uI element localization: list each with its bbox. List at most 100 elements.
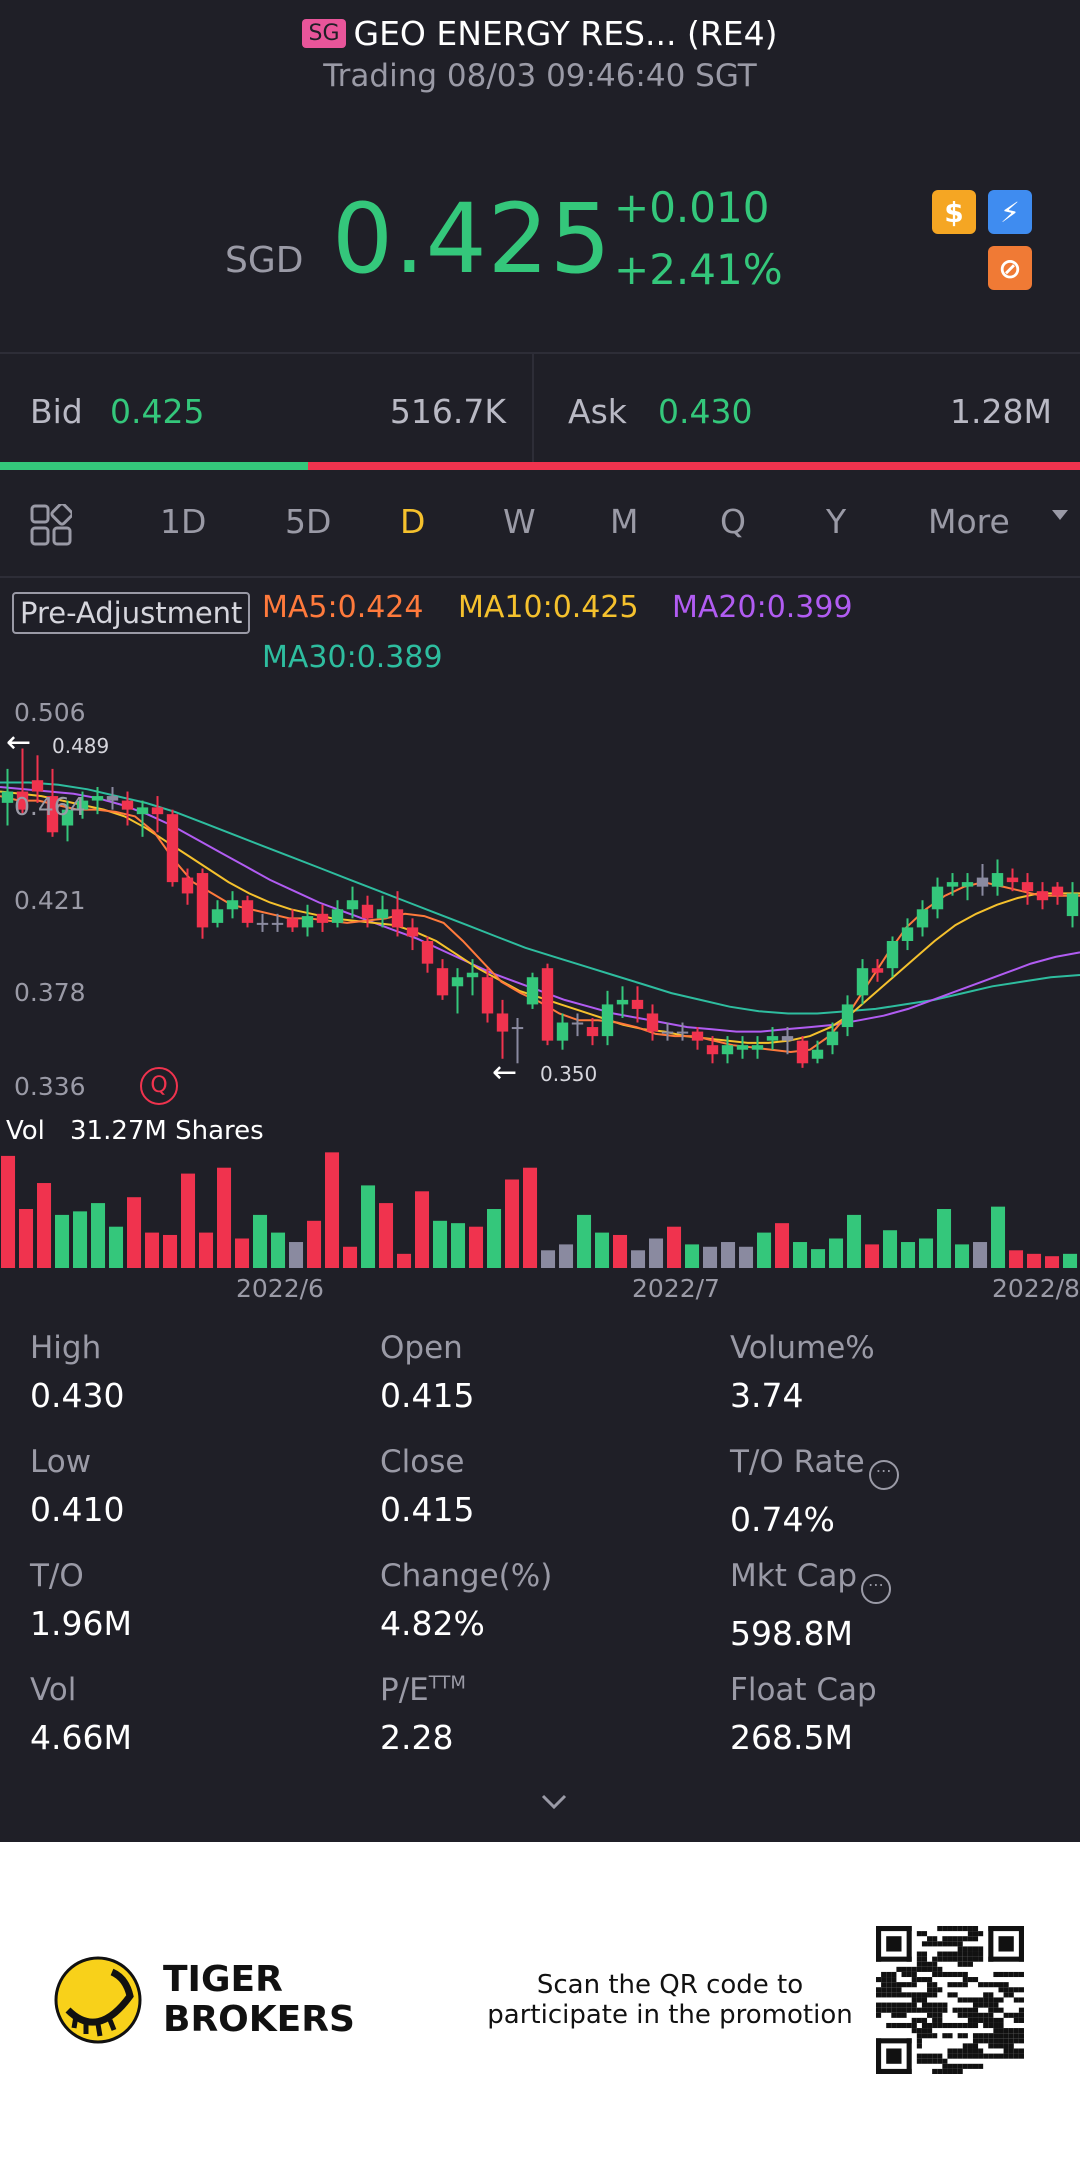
tab-5d[interactable]: 5D: [285, 502, 332, 541]
volume-bar: [109, 1226, 124, 1268]
ask-label: Ask: [568, 392, 627, 431]
candle-body: [691, 1031, 704, 1041]
volume-value: 31.27M Shares: [70, 1116, 264, 1146]
volume-bar: [397, 1253, 412, 1268]
candle-body: [496, 1013, 509, 1032]
volume-bar: [523, 1167, 538, 1268]
stat-value: 4.66M: [30, 1718, 132, 1757]
candle-body: [556, 1022, 569, 1041]
volume-bar: [595, 1232, 610, 1268]
left-arrow-icon: ←: [6, 725, 31, 760]
volume-bar: [55, 1214, 70, 1268]
tab-1d[interactable]: 1D: [160, 502, 207, 541]
volume-bar: [73, 1211, 88, 1268]
y-tick: 0.378: [14, 978, 86, 1007]
volume-bar: [901, 1242, 916, 1268]
volume-bar: [127, 1197, 142, 1268]
candle-body: [811, 1049, 824, 1059]
candle-body: [121, 800, 134, 810]
dollar-badge-icon[interactable]: $: [932, 190, 976, 234]
caret-down-icon[interactable]: [1052, 510, 1068, 520]
stat-label-sup: TTM: [428, 1672, 466, 1694]
more-info-icon[interactable]: ⋯: [868, 1460, 899, 1490]
kline-svg[interactable]: ←←: [0, 690, 1080, 1300]
tab-d[interactable]: D: [400, 502, 426, 541]
more-info-icon[interactable]: ⋯: [861, 1574, 892, 1604]
candle-body: [301, 916, 314, 928]
volume-bar: [487, 1209, 502, 1268]
stat-open: Open 0.415: [380, 1330, 474, 1415]
candle-body: [796, 1040, 809, 1064]
bid-size: 516.7K: [389, 392, 506, 431]
candle-body: [646, 1013, 659, 1032]
tab-y[interactable]: Y: [826, 502, 847, 541]
promo-footer: TIGER BROKERS Scan the QR code to partic…: [0, 1842, 1080, 2158]
stat-change-pct: Change(%) 4.82%: [380, 1558, 552, 1643]
candle-body: [1051, 886, 1064, 896]
candle-body: [856, 968, 869, 996]
candle-body: [511, 1027, 524, 1030]
volume-bar: [505, 1179, 520, 1268]
bid-ask-panel: Bid 0.425 516.7K Ask 0.430 1.28M: [0, 352, 1080, 464]
bid-ask-ratio-bar: [0, 462, 1080, 470]
volume-bar: [451, 1223, 466, 1268]
stat-value: 598.8M: [730, 1614, 853, 1653]
volume-bar: [721, 1242, 736, 1268]
stat-label: High: [30, 1330, 102, 1366]
layout-grid-icon[interactable]: [30, 504, 72, 546]
q-event-marker[interactable]: Q: [140, 1067, 178, 1105]
candle-body: [826, 1031, 839, 1046]
volume-bar: [775, 1223, 790, 1268]
candle-body: [256, 922, 269, 925]
volume-bar: [649, 1238, 664, 1268]
lightning-badge-icon[interactable]: ⚡: [988, 190, 1032, 234]
candle-body: [346, 900, 359, 910]
tab-w[interactable]: W: [503, 502, 536, 541]
candle-body: [931, 886, 944, 910]
stat-float-cap: Float Cap 268.5M: [730, 1672, 877, 1757]
candle-body: [406, 927, 419, 937]
volume-bar: [829, 1238, 844, 1268]
tab-more[interactable]: More: [928, 502, 1010, 541]
ask-price: 0.430: [658, 392, 753, 431]
ma30-label: MA30:0.389: [262, 640, 443, 675]
tab-q[interactable]: Q: [720, 502, 746, 541]
bid-price: 0.425: [110, 392, 205, 431]
stat-label: Open: [380, 1330, 463, 1366]
volume-bar: [1027, 1253, 1042, 1268]
candle-body: [16, 791, 29, 810]
stat-value: 0.415: [380, 1376, 475, 1415]
volume-bar: [685, 1244, 700, 1268]
ma10-label: MA10:0.425: [458, 590, 639, 625]
ma20-label: MA20:0.399: [672, 590, 853, 625]
y-tick: 0.506: [14, 698, 86, 727]
candle-body: [226, 900, 239, 910]
volume-bar: [307, 1220, 322, 1268]
brand-line: BROKERS: [163, 1999, 355, 2040]
candle-body: [706, 1045, 719, 1055]
candle-body: [31, 780, 44, 792]
tab-m[interactable]: M: [610, 502, 639, 541]
pre-adjustment-button[interactable]: Pre-Adjustment: [12, 592, 251, 634]
qr-code[interactable]: [876, 1926, 1024, 2074]
candle-body: [976, 877, 989, 887]
candle-body: [211, 909, 224, 923]
kline-chart[interactable]: ← ← 0.506 0.464 0.421 0.378 0.336 0.489 0…: [0, 690, 1080, 1303]
stat-label: P/E: [380, 1672, 429, 1708]
chevron-down-icon[interactable]: [539, 1792, 569, 1812]
volume-bar: [325, 1152, 340, 1268]
candle-body: [841, 1004, 854, 1028]
stat-value: 268.5M: [730, 1718, 853, 1757]
ma20-line: [0, 786, 1080, 1033]
volume-bar: [181, 1173, 196, 1268]
stat-value: 0.74%: [730, 1500, 835, 1539]
candle-body: [871, 968, 884, 973]
volume-bar: [703, 1246, 718, 1268]
candle-body: [46, 796, 59, 833]
promo-line: participate in the promotion: [487, 2000, 853, 2030]
high-marker-label: 0.489: [52, 734, 110, 758]
no-short-badge-icon[interactable]: ⊘: [988, 246, 1032, 290]
volume-bar: [253, 1214, 268, 1268]
stat-turnover: T/O 1.96M: [30, 1558, 132, 1643]
volume-bar: [991, 1206, 1006, 1268]
